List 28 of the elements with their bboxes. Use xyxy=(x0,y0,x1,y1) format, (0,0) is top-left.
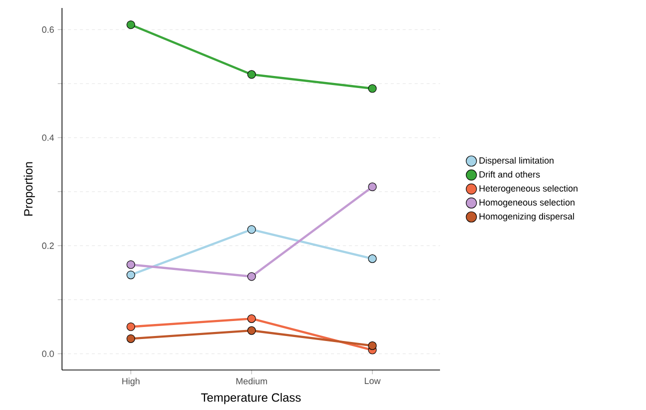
point xyxy=(247,225,256,234)
legend-label: Homogeneous selection xyxy=(480,198,574,208)
point xyxy=(368,182,377,192)
y-axis-title: Proportion xyxy=(24,162,35,216)
y-tick-label: 0.0 xyxy=(42,350,54,357)
point xyxy=(247,70,256,79)
legend-label: Dispersal limitation xyxy=(480,157,554,166)
x-tick-label: Low xyxy=(364,378,381,384)
y-tick-label: 0.4 xyxy=(42,134,54,141)
y-tick-label: 0.2 xyxy=(42,242,54,249)
point xyxy=(126,322,136,332)
point xyxy=(368,254,377,263)
point xyxy=(126,20,136,30)
legend-label: Heterogeneous selection xyxy=(480,185,578,194)
y-tick-label: 0.6 xyxy=(42,26,54,33)
point xyxy=(126,270,136,280)
point xyxy=(247,326,256,335)
point xyxy=(247,272,256,281)
point xyxy=(126,334,136,343)
x-tick-label: Medium xyxy=(236,378,267,384)
legend-label: Drift and others xyxy=(480,171,540,178)
point xyxy=(126,260,136,269)
x-axis-title: Temperature Class xyxy=(201,392,301,404)
legend-label: Homogenizing dispersal xyxy=(480,212,574,222)
x-tick-label: High xyxy=(122,378,140,386)
point xyxy=(368,341,377,350)
point xyxy=(247,314,256,323)
point xyxy=(368,84,377,93)
